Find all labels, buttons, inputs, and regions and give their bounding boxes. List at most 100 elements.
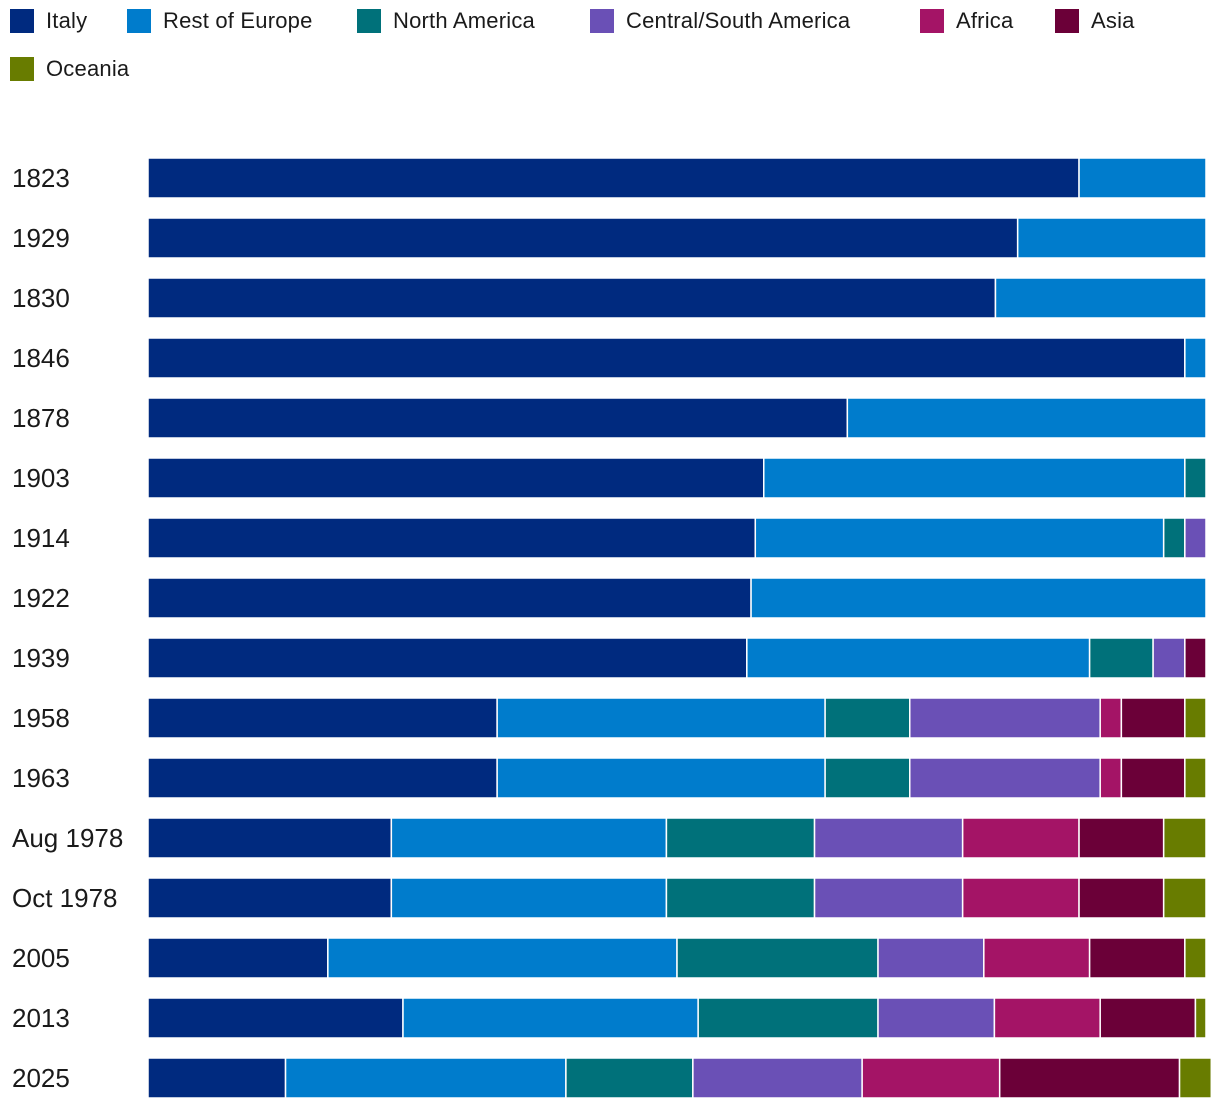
- legend-swatch: [1055, 9, 1079, 33]
- category-label: 1878: [12, 403, 70, 433]
- category-label: Oct 1978: [12, 883, 118, 913]
- legend-swatch: [357, 9, 381, 33]
- legend-swatch: [127, 9, 151, 33]
- bar-segment-asia: [998, 1057, 1181, 1099]
- bar-segment-italy: [147, 697, 498, 739]
- bar-segment-central-south-america: [909, 697, 1101, 739]
- legend-item-oceania: Oceania: [10, 56, 129, 82]
- legend-item-africa: Africa: [920, 8, 1013, 34]
- legend-item-north-america: North America: [357, 8, 535, 34]
- legend-swatch: [590, 9, 614, 33]
- bar-segment-north-america: [1088, 637, 1154, 679]
- legend-label: Rest of Europe: [163, 8, 313, 33]
- bar-segment-italy: [147, 997, 404, 1039]
- bar-segment-rest-of-europe: [846, 397, 1207, 439]
- bar-segment-oceania: [1162, 817, 1207, 859]
- bar-segment-north-america: [1184, 457, 1207, 499]
- bar-segment-italy: [147, 337, 1186, 379]
- category-label: 1830: [12, 283, 70, 313]
- category-label: 1929: [12, 223, 70, 253]
- bar-segment-oceania: [1184, 937, 1207, 979]
- bar-segment-north-america: [565, 1057, 694, 1099]
- legend-label: Asia: [1091, 8, 1135, 33]
- bar-segment-italy: [147, 517, 757, 559]
- bar-segment-oceania: [1178, 1057, 1213, 1099]
- legend-label: Oceania: [46, 56, 130, 81]
- bar-segment-rest-of-europe: [746, 637, 1091, 679]
- legend-item-rest-of-europe: Rest of Europe: [127, 8, 313, 34]
- bar-segment-oceania: [1184, 697, 1207, 739]
- bar-segment-italy: [147, 637, 748, 679]
- category-label: 1939: [12, 643, 70, 673]
- category-label: 1846: [12, 343, 70, 373]
- bar-segment-oceania: [1184, 757, 1207, 799]
- bar-segment-rest-of-europe: [496, 697, 826, 739]
- bar-segment-rest-of-europe: [750, 577, 1207, 619]
- category-label: 1958: [12, 703, 70, 733]
- bar-segment-rest-of-europe: [1078, 157, 1207, 199]
- legend-item-asia: Asia: [1055, 8, 1135, 34]
- legend-item-central-south-america: Central/South America: [590, 8, 850, 34]
- bar-segment-oceania: [1162, 877, 1207, 919]
- category-label: 1922: [12, 583, 70, 613]
- bar-segment-rest-of-europe: [763, 457, 1186, 499]
- bar-segment-central-south-america: [877, 997, 996, 1039]
- bar-segment-rest-of-europe: [1016, 217, 1207, 259]
- bar-segment-asia: [1184, 637, 1207, 679]
- legend-swatch: [920, 9, 944, 33]
- bar-segment-rest-of-europe: [284, 1057, 567, 1099]
- bar-segment-asia: [1120, 697, 1186, 739]
- category-label: 1903: [12, 463, 70, 493]
- bar-segment-asia: [1078, 817, 1165, 859]
- legend-item-italy: Italy: [10, 8, 87, 34]
- bar-segment-rest-of-europe: [390, 817, 668, 859]
- bar-segment-italy: [147, 817, 393, 859]
- bar-segment-italy: [147, 757, 498, 799]
- bar-segment-central-south-america: [813, 877, 964, 919]
- bar-segment-rest-of-europe: [754, 517, 1165, 559]
- bar-segment-asia: [1078, 877, 1165, 919]
- bar-segment-north-america: [824, 757, 911, 799]
- category-label: 1914: [12, 523, 70, 553]
- bar-segment-central-south-america: [813, 817, 964, 859]
- category-label: 2025: [12, 1063, 70, 1093]
- bar-segment-central-south-america: [1152, 637, 1186, 679]
- bar-segment-rest-of-europe: [327, 937, 678, 979]
- bar-segment-africa: [961, 817, 1080, 859]
- bar-segment-africa: [861, 1057, 1001, 1099]
- legend-label: North America: [393, 8, 535, 33]
- bar-segment-asia: [1099, 997, 1197, 1039]
- bar-segment-rest-of-europe: [496, 757, 826, 799]
- bar-segment-central-south-america: [692, 1057, 863, 1099]
- bar-segment-north-america: [824, 697, 911, 739]
- bar-segment-rest-of-europe: [390, 877, 668, 919]
- bar-segment-africa: [961, 877, 1080, 919]
- bar-segment-africa: [1099, 697, 1123, 739]
- bar-segment-central-south-america: [909, 757, 1101, 799]
- bar-segment-north-america: [665, 877, 816, 919]
- legend-label: Africa: [956, 8, 1014, 33]
- bar-segment-north-america: [697, 997, 879, 1039]
- bar-segment-north-america: [1162, 517, 1186, 559]
- legend-swatch: [10, 9, 34, 33]
- legend-label: Italy: [46, 8, 88, 33]
- legend-label: Central/South America: [626, 8, 851, 33]
- bar-segment-rest-of-europe: [402, 997, 699, 1039]
- bar-segment-africa: [1099, 757, 1123, 799]
- bar-segment-italy: [147, 397, 849, 439]
- category-label: 2013: [12, 1003, 70, 1033]
- bar-segment-oceania: [1194, 997, 1207, 1039]
- bar-segment-italy: [147, 157, 1080, 199]
- bar-segment-north-america: [676, 937, 879, 979]
- bar-segment-italy: [147, 277, 997, 319]
- bar-segment-asia: [1088, 937, 1186, 979]
- bar-segment-rest-of-europe: [994, 277, 1207, 319]
- bar-segment-italy: [147, 1057, 287, 1099]
- category-label: 1963: [12, 763, 70, 793]
- bar-segment-italy: [147, 457, 765, 499]
- bar-segment-africa: [993, 997, 1101, 1039]
- bar-segment-italy: [147, 217, 1019, 259]
- bar-segment-central-south-america: [877, 937, 985, 979]
- category-label: Aug 1978: [12, 823, 123, 853]
